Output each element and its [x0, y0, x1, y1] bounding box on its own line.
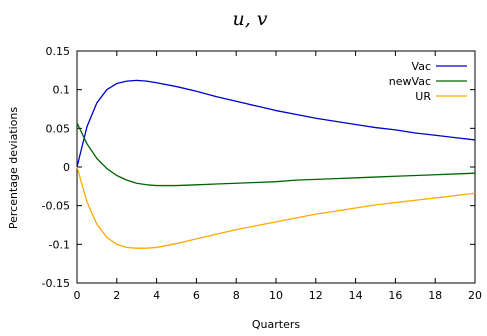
legend-label-ur: UR: [415, 90, 431, 103]
series-line-newvac: [76, 122, 476, 187]
y-axis: 0.15 0.1 0.05 0 -0.05 -0.1 -0.15: [42, 45, 475, 290]
x-tick-label: 2: [113, 289, 120, 302]
y-tick-label: 0.1: [53, 84, 71, 97]
x-axis: 0 2 4 6 8 10 12 14 16 18 20: [74, 51, 482, 302]
y-tick-label: 0.15: [46, 45, 71, 58]
x-tick-label: 14: [349, 289, 363, 302]
y-tick-label: -0.15: [42, 277, 70, 290]
series-line-ur: [76, 166, 476, 249]
x-tick-label: 8: [233, 289, 240, 302]
y-axis-label: Percentage deviations: [7, 107, 20, 230]
legend-label-newvac: newVac: [389, 75, 431, 88]
x-tick-label: 18: [428, 289, 442, 302]
x-tick-label: 16: [388, 289, 402, 302]
x-tick-label: 6: [193, 289, 200, 302]
series-line-vac: [76, 79, 476, 168]
legend: Vac newVac UR: [389, 60, 467, 103]
chart-title: u, v: [232, 8, 267, 30]
x-axis-label: Quarters: [252, 318, 300, 331]
x-tick-label: 0: [74, 289, 81, 302]
x-tick-label: 4: [153, 289, 160, 302]
y-tick-label: 0.05: [46, 122, 71, 135]
y-tick-label: -0.05: [42, 200, 70, 213]
x-tick-label: 12: [309, 289, 323, 302]
x-tick-label: 10: [269, 289, 283, 302]
series-lines: [76, 79, 476, 249]
y-tick-label: -0.1: [49, 238, 70, 251]
y-tick-label: 0: [63, 161, 70, 174]
legend-label-vac: Vac: [412, 60, 431, 73]
x-tick-label: 20: [468, 289, 482, 302]
